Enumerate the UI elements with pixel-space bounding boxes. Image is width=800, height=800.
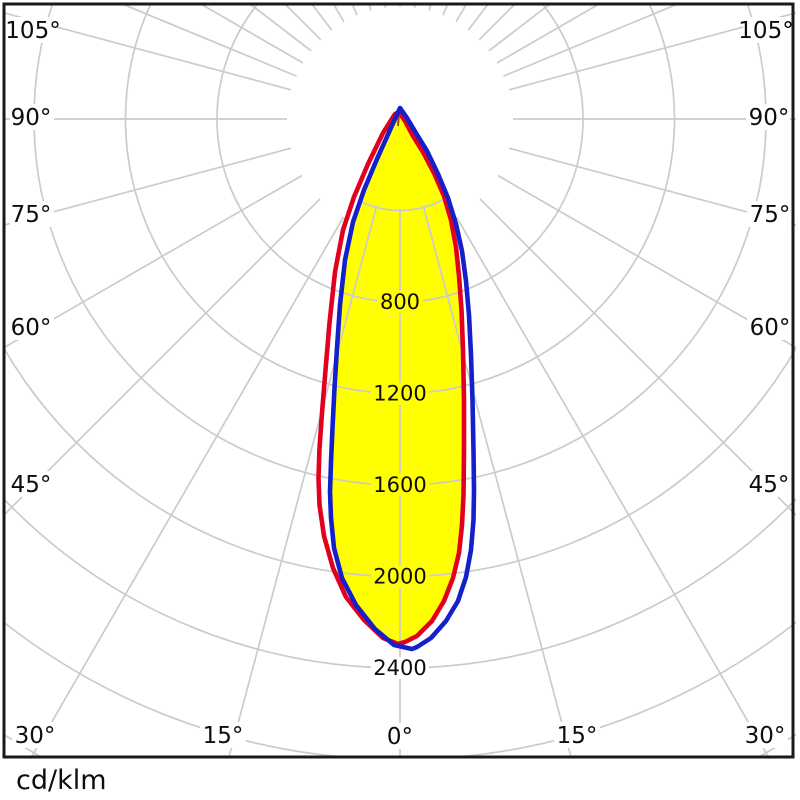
- angle-label: 15°: [203, 723, 244, 749]
- plot-frame: [2, 2, 795, 759]
- angle-label: 75°: [750, 202, 791, 228]
- angle-label: 45°: [11, 472, 52, 498]
- ring-label: 2000: [373, 565, 426, 589]
- angle-label: 60°: [750, 315, 791, 341]
- blue-intensity-curve: [327, 105, 477, 652]
- angle-label: 60°: [11, 315, 52, 341]
- ring-label: 800: [380, 290, 420, 314]
- label-mask: [371, 474, 429, 496]
- angle-label: 15°: [557, 723, 598, 749]
- label-mask: [371, 382, 429, 405]
- ring-labels: 800 1200 1600 2000 2400: [371, 290, 429, 680]
- angle-label: 90°: [749, 105, 790, 131]
- angle-label: 90°: [11, 105, 52, 131]
- label-mask: [377, 291, 423, 313]
- angle-label: 105°: [738, 18, 793, 44]
- angle-label: 30°: [15, 723, 56, 749]
- label-mask: [371, 657, 429, 679]
- angle-label: 75°: [11, 202, 52, 228]
- angle-label: 105°: [5, 18, 60, 44]
- red-intensity-curve: [316, 109, 467, 647]
- angle-label-masks: [10, 17, 791, 749]
- ring-label: 1600: [373, 473, 426, 497]
- angle-label: 0°: [387, 724, 413, 750]
- unit-label: cd/klm: [16, 765, 107, 796]
- ring-label: 1200: [373, 382, 426, 406]
- angle-label: 45°: [749, 472, 790, 498]
- beam-lobe-fill: [331, 114, 463, 642]
- angle-label: 30°: [745, 723, 786, 749]
- angle-labels: 105° 90° 75° 60° 45° 30° 15° 0° 15° 30° …: [5, 18, 793, 750]
- label-mask: [371, 565, 429, 588]
- ring-label: 2400: [373, 656, 426, 680]
